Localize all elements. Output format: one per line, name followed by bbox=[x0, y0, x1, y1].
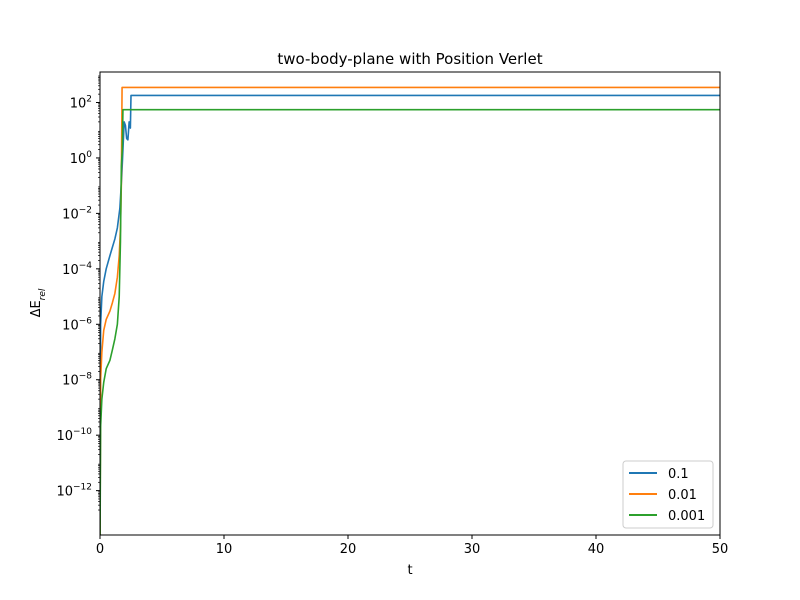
x-tick-label: 30 bbox=[464, 542, 481, 557]
y-tick-label: 10−4 bbox=[62, 261, 92, 278]
x-tick-label: 50 bbox=[712, 542, 729, 557]
x-axis-label: t bbox=[407, 563, 412, 578]
y-tick-label: 10−8 bbox=[62, 372, 92, 389]
y-axis-label: ΔErel bbox=[29, 288, 48, 317]
y-tick-label: 10−10 bbox=[56, 427, 92, 444]
y-tick-label: 102 bbox=[70, 94, 92, 111]
legend-box bbox=[622, 460, 714, 529]
legend-label-2: 0.001 bbox=[668, 509, 705, 524]
legend-label-0: 0.1 bbox=[668, 467, 689, 482]
series-line-2 bbox=[100, 108, 720, 535]
y-tick-label: 10−6 bbox=[62, 316, 92, 333]
y-tick-label: 10−2 bbox=[62, 205, 92, 222]
x-tick-label: 10 bbox=[216, 542, 233, 557]
x-tick-label: 20 bbox=[340, 542, 357, 557]
legend-label-1: 0.01 bbox=[668, 488, 697, 503]
plot-frame bbox=[99, 71, 721, 536]
x-tick-label: 40 bbox=[588, 542, 605, 557]
plot-area: 0 10 20 30 40 50 10−12 10−10 10−8 10−6 10−4 10−2 100… bbox=[56, 71, 729, 557]
x-tick-label: 0 bbox=[96, 542, 104, 557]
legend: 0.1 0.01 0.001 bbox=[622, 460, 714, 529]
y-tick-label: 10−12 bbox=[56, 483, 92, 500]
chart-title: two-body-plane with Position Verlet bbox=[277, 50, 542, 68]
y-tick-label: 100 bbox=[70, 150, 93, 167]
